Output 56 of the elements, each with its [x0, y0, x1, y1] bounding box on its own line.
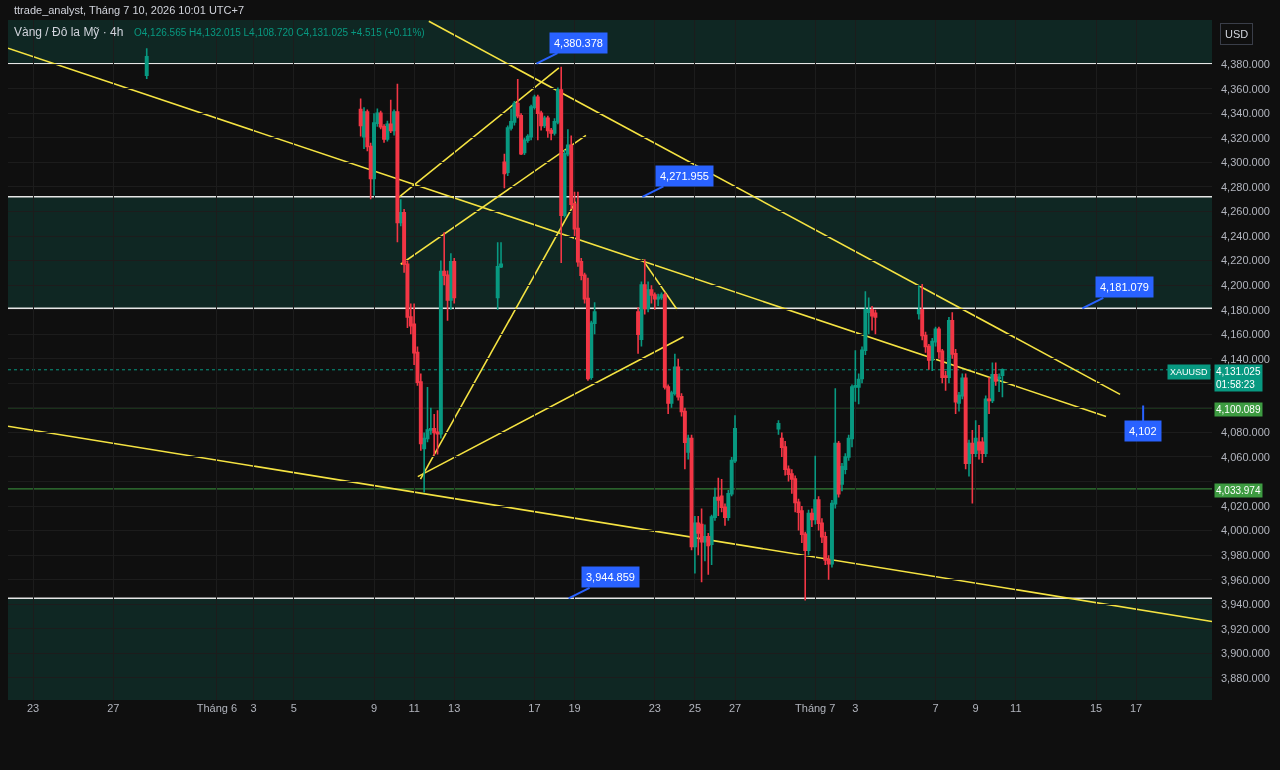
x-tick-label: 17 — [528, 702, 541, 714]
x-tick-label: 3 — [250, 702, 257, 714]
y-tick-label: 4,360.000 — [1221, 82, 1270, 95]
x-tick-label: 23 — [26, 702, 40, 714]
text: Vàng / Đô la Mỹ · 4h — [14, 25, 124, 40]
x-tick-label: 17 — [1129, 702, 1143, 714]
ref-line-label: 4,033.974 — [1216, 485, 1261, 496]
x-tick-label: 3 — [852, 702, 859, 714]
y-tick-label: 4,140.000 — [1221, 352, 1270, 365]
y-tick-label: 4,220.000 — [1221, 254, 1270, 267]
x-tick-label: 11 — [1010, 702, 1022, 714]
x-tick-label: 9 — [370, 702, 378, 714]
y-tick-label: 3,960.000 — [1221, 573, 1270, 586]
x-tick-label: 9 — [972, 702, 979, 714]
annotation: XAUUSD — [1170, 367, 1209, 377]
text: O4,126.565 H4,132.015 L4,108.720 C4,131.025 +4.515 (+0.11%) — [134, 27, 425, 38]
text: ttrade_analyst, Tháng 7 10, 2026 10:01 UTC+7 — [14, 4, 245, 16]
y-tick-label: 4,340.000 — [1221, 107, 1270, 120]
annotation: 3,944.859 — [586, 571, 635, 583]
x-tick-label: 13 — [448, 702, 461, 714]
y-tick-label: 4,000.000 — [1221, 524, 1270, 537]
annotation: 4,181.079 — [1100, 281, 1149, 293]
x-tick-label: 27 — [107, 702, 120, 714]
annotation: 4,380.378 — [554, 37, 603, 49]
x-tick-label: Tháng 7 — [795, 702, 836, 714]
annotation: 4,102 — [1129, 425, 1157, 437]
y-tick-label: 3,980.000 — [1221, 549, 1270, 562]
y-tick-label: 4,080.000 — [1221, 426, 1270, 439]
y-tick-label: 3,900.000 — [1221, 647, 1270, 660]
y-tick-label: 3,940.000 — [1221, 598, 1270, 611]
y-tick-label: 4,300.000 — [1221, 156, 1270, 169]
x-tick-label: 11 — [408, 702, 420, 714]
x-tick-label: 7 — [932, 702, 939, 714]
x-tick-label: 15 — [1089, 702, 1103, 714]
y-tick-label: 4,160.000 — [1221, 328, 1270, 341]
y-axis-title: USD — [1225, 28, 1249, 40]
y-tick-label: 4,240.000 — [1221, 229, 1270, 242]
ref-line-label: 4,100.089 — [1216, 404, 1261, 415]
y-tick-label: 4,020.000 — [1221, 499, 1270, 512]
ref-line-label: 4,131.025 01:58:23 — [1216, 366, 1261, 390]
y-tick-label: 4,180.000 — [1221, 303, 1270, 316]
y-tick-label: 4,280.000 — [1221, 180, 1270, 193]
annotation: 4,271.955 — [660, 170, 709, 182]
x-tick-label: 5 — [290, 702, 297, 714]
y-tick-label: 4,060.000 — [1221, 450, 1270, 463]
y-tick-label: 4,200.000 — [1221, 278, 1270, 291]
y-tick-label: 4,380.000 — [1221, 58, 1270, 71]
x-tick-label: 25 — [688, 702, 702, 714]
y-tick-label: 4,260.000 — [1221, 205, 1270, 218]
x-tick-label: 27 — [728, 702, 742, 714]
y-tick-label: 4,320.000 — [1221, 131, 1270, 144]
x-tick-label: 23 — [648, 702, 661, 714]
x-tick-label: Tháng 6 — [196, 702, 238, 714]
x-tick-label: 19 — [568, 702, 581, 714]
y-tick-label: 3,920.000 — [1221, 622, 1270, 635]
y-tick-label: 3,880.000 — [1221, 671, 1270, 684]
